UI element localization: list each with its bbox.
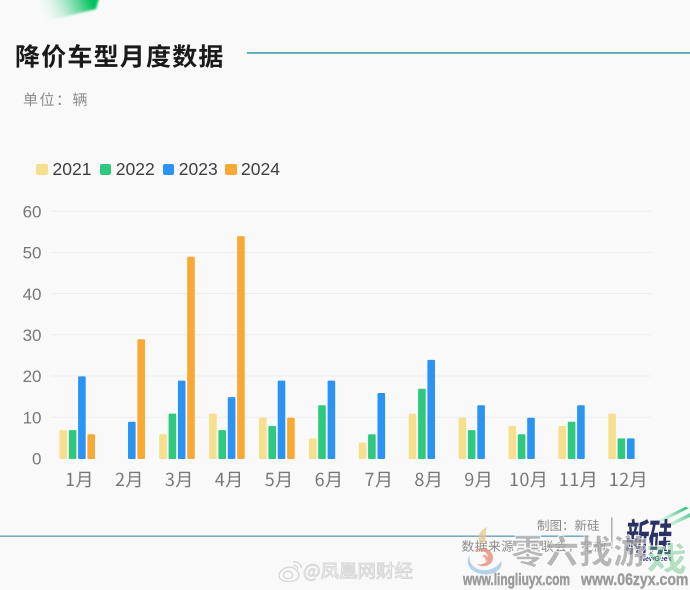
- svg-text:10: 10: [23, 408, 42, 427]
- svg-text:20: 20: [23, 367, 42, 386]
- svg-text:50: 50: [23, 244, 42, 263]
- svg-text:NewGeek: NewGeek: [640, 556, 672, 563]
- svg-text:60: 60: [23, 203, 42, 222]
- svg-text:0: 0: [32, 450, 41, 469]
- svg-text:40: 40: [23, 285, 42, 304]
- svg-text:30: 30: [23, 326, 42, 345]
